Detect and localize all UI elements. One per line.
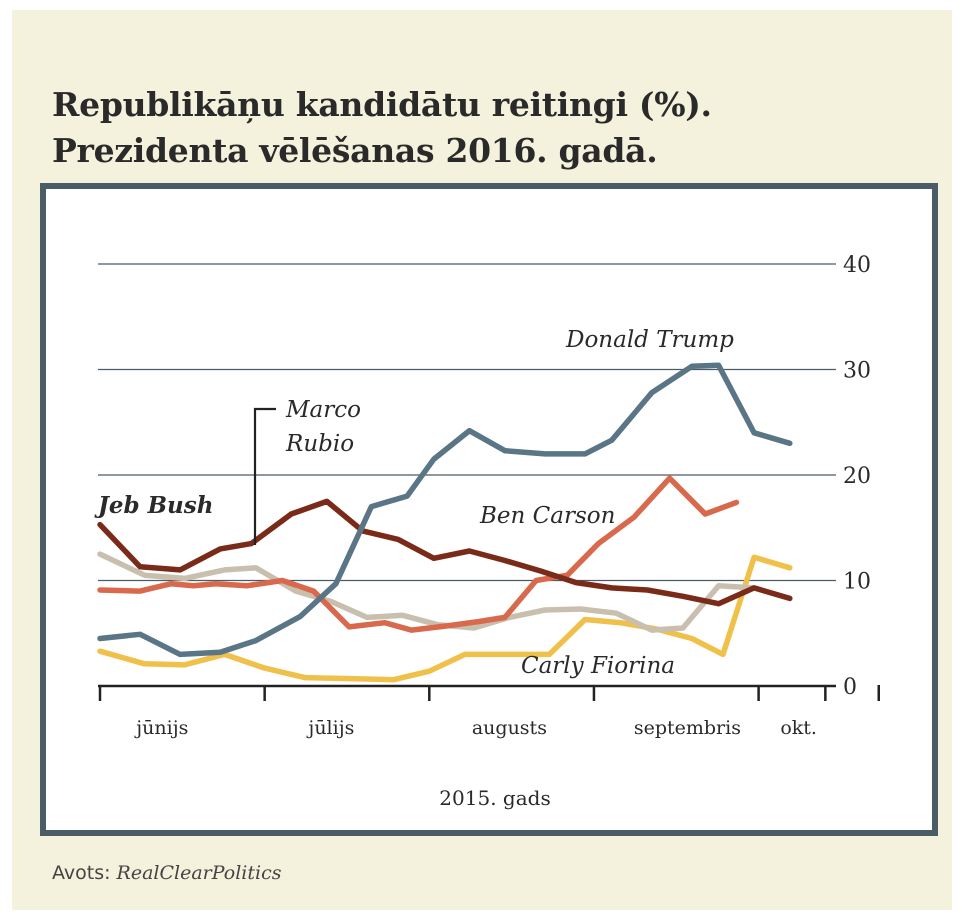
line-chart: 0 10 20 30 40 jūnijs jūlijs augusts septembris o…: [94, 253, 880, 810]
chart-title-line-2: Prezidenta vēlēšanas 2016. gadā.: [52, 131, 658, 170]
label-ben-carson: Ben Carson: [479, 503, 615, 529]
series-lines: [97, 362, 793, 683]
x-axis: [98, 684, 880, 701]
y-tick-label: 20: [843, 464, 871, 489]
label-donald-trump: Donald Trump: [565, 327, 734, 353]
source-name: RealClearPolitics: [116, 862, 282, 884]
month-labels: jūnijs jūlijs augusts septembris okt.: [134, 717, 817, 739]
month-label: septembris: [634, 717, 741, 739]
series-line-ben-carson: [97, 475, 740, 633]
month-label: jūlijs: [306, 717, 354, 739]
y-tick-label: 0: [843, 675, 857, 700]
chart-title: Republikāņu kandidātu reitingi (%). Prez…: [52, 82, 932, 174]
y-tick-label: 30: [843, 359, 871, 384]
label-carly-fiorina: Carly Fiorina: [521, 653, 675, 679]
source-prefix: Avots:: [52, 862, 117, 884]
source-note: Avots: RealClearPolitics: [52, 862, 281, 884]
month-label: augusts: [472, 717, 547, 739]
marco-rubio-leader-line: [253, 407, 276, 545]
chart-title-line-1: Republikāņu kandidātu reitingi (%).: [52, 85, 712, 124]
label-marco-rubio-line-2: Rubio: [285, 431, 354, 457]
y-tick-label: 40: [843, 253, 871, 278]
y-axis-ticks: 0 10 20 30 40: [843, 253, 871, 700]
label-jeb-bush: Jeb Bush: [94, 492, 213, 519]
y-tick-label: 10: [843, 570, 871, 595]
grid-lines: [98, 263, 836, 582]
month-label: okt.: [780, 717, 817, 739]
label-marco-rubio-line-1: Marco: [285, 397, 361, 423]
series-line-jeb-bush: [97, 498, 793, 607]
month-label: jūnijs: [134, 717, 188, 739]
chart-frame: 0 10 20 30 40 jūnijs jūlijs augusts septembris o…: [40, 183, 938, 836]
x-axis-title: 2015. gads: [439, 786, 550, 810]
series-line-carly-fiorina: [97, 554, 793, 683]
series-line-donald-trump: [97, 362, 793, 658]
series-labels: Donald Trump Marco Rubio Jeb Bush Ben Carson…: [94, 327, 734, 679]
